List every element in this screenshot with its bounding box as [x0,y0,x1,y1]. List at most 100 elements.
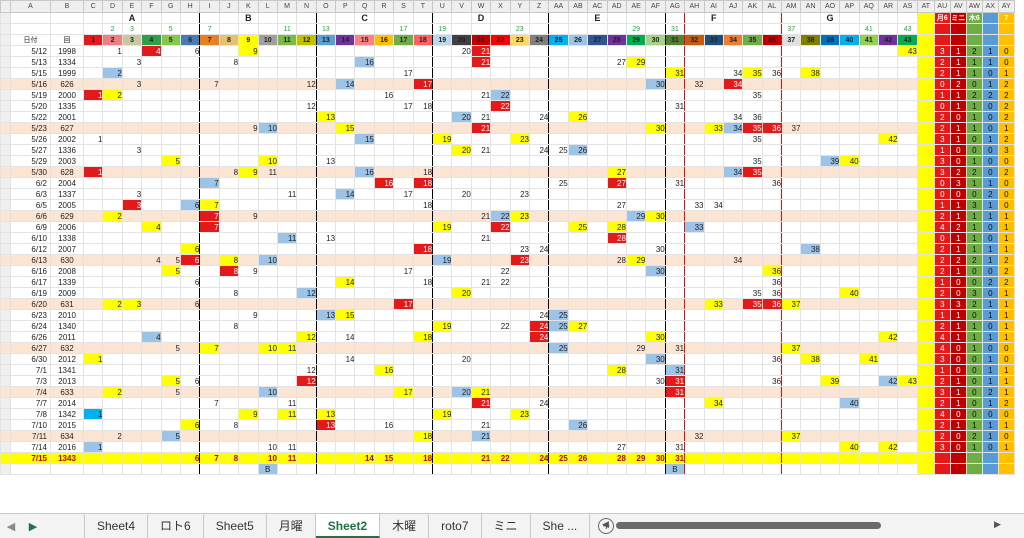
cell-ap[interactable] [839,254,860,266]
cell-af[interactable] [645,364,666,376]
cell-g[interactable] [160,199,181,211]
cell-n[interactable] [296,309,317,321]
cell-i[interactable] [199,276,220,288]
cell-o[interactable] [315,67,337,79]
cell-ai[interactable] [703,188,724,200]
cell-as[interactable] [897,364,918,376]
cell-ac[interactable] [587,309,608,321]
cell-ac[interactable] [587,353,608,365]
sheet-tab[interactable]: Sheet2 [315,514,381,538]
cell-p[interactable] [335,463,356,475]
cell-at[interactable] [916,276,935,288]
cell-l[interactable] [257,100,278,112]
cell-ac[interactable] [587,342,608,354]
cell-am[interactable] [781,155,802,167]
cell-ak[interactable] [742,386,763,398]
cell-ap[interactable] [839,452,860,464]
cell-ao[interactable] [819,331,841,343]
cell-g[interactable] [160,408,181,420]
cell-ak[interactable] [742,254,763,266]
cell-ad[interactable] [606,342,627,354]
cell-z[interactable] [528,463,550,475]
cell-t[interactable] [412,254,434,266]
cell-at[interactable] [916,166,935,178]
cell-a[interactable]: 6/9 [10,221,51,233]
cell-a[interactable]: 6/3 [10,188,51,200]
cell-au[interactable] [933,34,951,46]
cell-w[interactable] [470,320,492,332]
cell-ae[interactable]: 29 [625,254,647,266]
cell-at[interactable] [916,78,935,90]
cell-ap[interactable] [839,78,860,90]
cell-r[interactable]: 16 [373,34,395,46]
cell-ai[interactable] [703,441,724,453]
cell-a[interactable]: 6/13 [10,254,51,266]
cell-aj[interactable]: 34 [722,122,744,134]
cell-t[interactable] [412,364,434,376]
cell-ar[interactable] [878,254,899,266]
cell-ak[interactable]: 35 [742,155,763,167]
cell-m[interactable] [276,309,298,321]
cell-av[interactable]: 3 [949,177,967,189]
cell-e[interactable] [121,265,143,277]
cell-ax[interactable]: 1 [981,78,999,90]
cell-o[interactable] [315,199,337,211]
cell-ay[interactable]: 1 [997,309,1015,321]
cell-an[interactable] [800,254,821,266]
cell-s[interactable]: 17 [393,34,414,46]
cell-n[interactable] [296,122,317,134]
cell-k[interactable] [238,452,259,464]
cell-g[interactable] [160,210,181,222]
cell-j[interactable]: 8 [218,265,240,277]
cell-ay[interactable]: 0 [997,353,1015,365]
cell-ah[interactable] [684,177,705,189]
cell-j[interactable] [218,441,240,453]
cell-at[interactable] [916,287,935,299]
cell-ai[interactable] [703,56,724,68]
cell-ar[interactable]: 42 [878,34,899,46]
cell-ac[interactable] [587,133,608,145]
cell-m[interactable] [276,254,298,266]
cell-ay[interactable]: 7 [997,12,1015,24]
cell-u[interactable]: 19 [432,133,453,145]
cell-b[interactable]: 1999 [50,67,84,79]
cell-au[interactable]: 2 [933,265,951,277]
cell-am[interactable] [781,243,802,255]
cell-ax[interactable]: 1 [981,298,999,310]
cell-c[interactable]: 1 [82,34,104,46]
cell-ak[interactable] [742,78,763,90]
cell-au[interactable]: 3 [933,386,951,398]
cell-ar[interactable] [878,23,899,35]
cell-s[interactable] [393,452,414,464]
cell-u[interactable] [432,56,453,68]
cell-ao[interactable] [819,397,841,409]
cell-as[interactable] [897,221,918,233]
cell-ah[interactable] [684,144,705,156]
cell-g[interactable] [160,243,181,255]
cell-ai[interactable] [703,353,724,365]
cell-c[interactable] [82,232,104,244]
cell-ae[interactable] [625,331,647,343]
cell-p[interactable] [335,419,356,431]
cell-j[interactable] [218,408,240,420]
cell-ap[interactable] [839,309,860,321]
cell-al[interactable] [761,232,783,244]
cell-q[interactable] [354,111,375,123]
cell-a[interactable]: 7/10 [10,419,51,431]
cell-ah[interactable] [684,122,705,134]
cell-ab[interactable] [567,386,589,398]
cell-av[interactable]: 1 [949,45,967,57]
cell-as[interactable] [897,67,918,79]
cell-g[interactable] [160,12,181,24]
cell-k[interactable]: 9 [238,210,259,222]
cell-ay[interactable]: 1 [997,243,1015,255]
cell-an[interactable] [800,144,821,156]
cell-q[interactable] [354,177,375,189]
cell-aa[interactable] [548,23,569,35]
cell-ap[interactable] [839,133,860,145]
cell-af[interactable] [645,309,666,321]
cell-l[interactable]: 10 [257,452,278,464]
cell-av[interactable]: 0 [949,111,967,123]
cell-ad[interactable] [606,287,627,299]
cell-u[interactable]: 19 [432,34,453,46]
